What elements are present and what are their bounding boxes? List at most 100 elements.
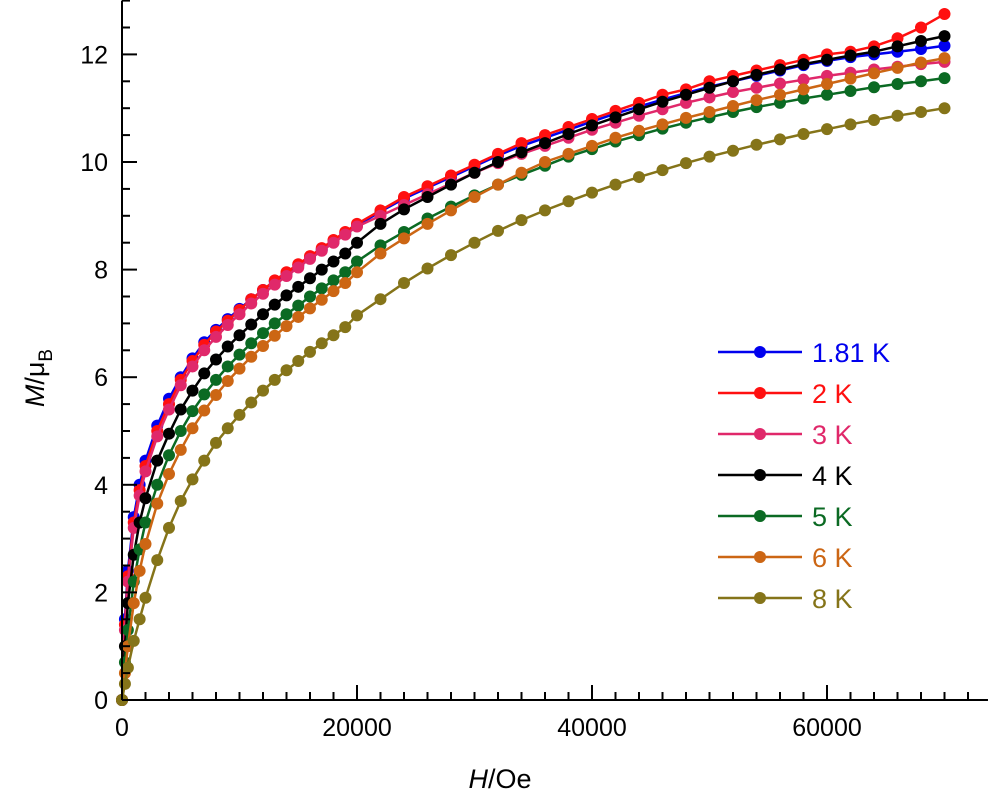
data-point [163,449,175,462]
y-tick-label: 10 [80,149,108,177]
data-point [339,266,352,279]
data-point [915,56,927,69]
data-point [351,309,363,322]
y-tick-label: 0 [94,687,108,715]
y-tick-label: 2 [94,579,108,607]
data-point [398,203,410,216]
data-point [268,329,281,342]
data-point [315,293,328,306]
legend-label: 8 K [812,584,853,614]
data-point [245,337,258,350]
data-point [198,454,211,467]
data-point [445,204,457,217]
data-point [174,403,187,416]
data-point [304,290,316,303]
legend-marker [754,469,766,481]
data-point [304,252,316,265]
data-point [268,278,281,291]
data-point [221,319,234,332]
series-8-K [116,102,951,706]
data-point [257,327,269,340]
data-point [233,362,246,375]
data-point [750,68,763,81]
data-point [938,72,951,85]
data-point [445,178,457,191]
data-point [703,105,716,118]
data-point [221,422,234,435]
data-point [891,40,904,53]
data-point [797,128,810,141]
data-point [280,270,293,283]
data-point [374,293,387,306]
data-point [586,186,598,199]
data-point [938,39,951,52]
data-point [656,95,669,108]
data-point [339,321,352,334]
data-point [127,634,140,647]
data-point [844,49,857,62]
data-point [915,105,927,118]
data-point [797,92,810,105]
x-tick-label: 60000 [792,714,862,742]
data-point [280,320,293,333]
data-point [586,119,598,132]
data-point [257,308,269,321]
data-point [774,63,786,76]
data-point [468,166,481,179]
data-point [609,131,622,144]
data-point [844,84,857,97]
data-point [233,308,246,321]
data-point [292,310,305,323]
data-point [151,497,164,510]
data-point [118,677,131,690]
legend-label: 4 K [812,461,853,491]
data-point [821,88,833,101]
data-point [257,287,269,300]
legend-label: 5 K [812,502,853,532]
y-tick-label: 6 [94,364,108,392]
data-point [186,360,199,373]
axes: 0 20000 40000 60000 0 2 4 6 8 10 12 [80,0,988,742]
data-point [891,61,904,74]
data-point [938,30,951,43]
data-point [280,308,293,321]
data-point [233,329,246,342]
x-tick-label: 20000 [322,714,392,742]
data-point [398,232,410,245]
data-point [821,53,833,66]
x-tick-label: 40000 [557,714,627,742]
data-point [562,128,575,141]
data-point [210,330,222,343]
legend-item: 1.81 K [718,338,890,368]
data-point [515,137,528,150]
y-axis-label: M/μB [20,349,57,407]
data-point [327,255,340,268]
data-point [562,147,575,160]
data-point [315,244,328,257]
data-point [539,204,551,217]
data-point [797,73,810,86]
data-point [844,118,857,131]
data-point [257,384,269,397]
data-point [292,280,305,293]
data-point [844,72,857,85]
data-point [151,478,164,491]
data-point [210,436,222,449]
data-point [562,195,575,208]
data-point [221,340,234,353]
data-point [292,299,305,312]
data-point [257,339,269,352]
data-point [198,344,211,357]
data-point [198,404,211,417]
legend-label: 1.81 K [812,338,890,368]
data-point [233,348,246,361]
data-point [703,91,716,104]
data-point [727,144,739,157]
data-point [245,396,258,409]
data-point [421,217,434,230]
data-point [680,111,692,124]
data-point [127,597,140,610]
data-point [210,388,222,401]
x-tick-label: 0 [115,714,129,742]
data-point [315,337,328,350]
